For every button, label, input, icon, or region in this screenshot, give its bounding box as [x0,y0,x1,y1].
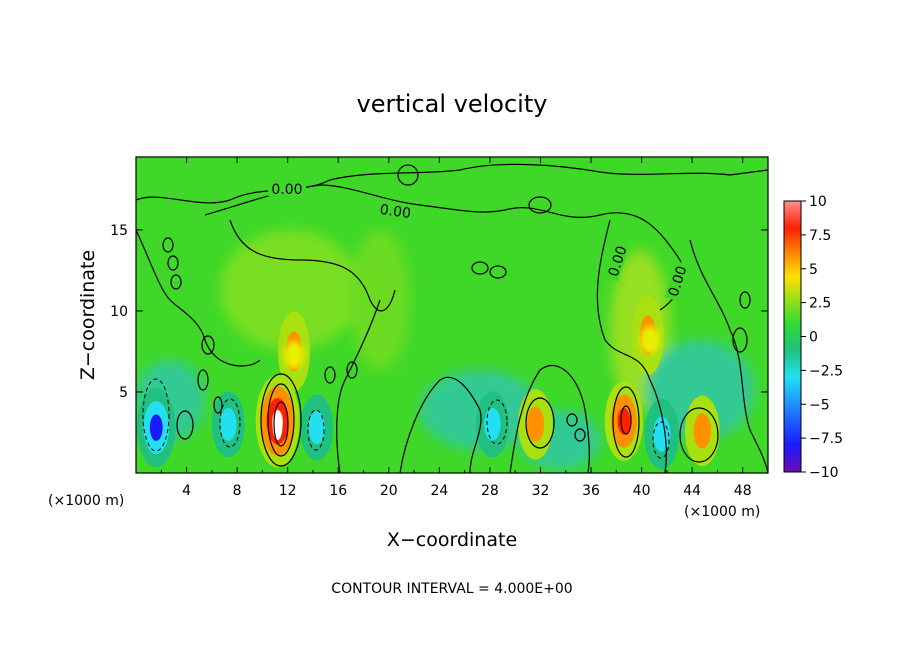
x-tick-label: 12 [279,483,297,499]
x-tick-label: 44 [683,483,701,499]
colorbar-tick-label: 2.5 [809,296,831,312]
x-tick-label: 28 [481,483,499,499]
contour-label-bg [604,240,630,282]
colorbar [783,200,802,473]
x-tick-label: 48 [734,483,752,499]
chart-title: vertical velocity [357,90,548,118]
colorbar-ticks: 10 7.5 5 2.5 0 −2.5 −5 −7.5 −10 [801,194,843,481]
contour-label-bg [268,182,306,196]
y-tick-label: 15 [110,223,128,239]
colorbar-tick-label: 0 [809,330,818,346]
x-ticks: 4 8 12 16 20 24 28 32 36 40 44 48 [160,157,752,499]
x-axis-label: X−coordinate [387,529,517,551]
contour-interval-note: CONTOUR INTERVAL = 4.000E+00 [331,581,572,597]
field-level [617,407,631,435]
negative-contours [142,378,670,459]
field-feature-downdraft [137,388,176,468]
contour-label: 0.00 [379,202,412,222]
field-level [308,411,326,445]
y-ticks: 5 10 15 [110,223,768,401]
plot-frame [135,156,769,474]
x-tick-label: 40 [633,483,651,499]
field-feature-downdraft [211,391,245,458]
field-level [149,414,163,441]
contour-label: 0.00 [271,182,302,198]
field-level [220,407,237,441]
x-unit-left: (×1000 m) [48,493,124,509]
colorbar-tick-label: −2.5 [809,363,843,379]
x-tick-label: 20 [380,483,398,499]
contour-lines [136,163,768,473]
x-tick-label: 36 [582,483,600,499]
y-tick-label: 10 [110,304,128,320]
field-feature-updraft [518,389,553,460]
y-tick-label: 5 [119,385,128,401]
field-feature-updraft [604,381,644,461]
field-feature-updraft [684,395,720,467]
field-level [693,413,711,449]
x-tick-label: 4 [182,483,191,499]
colorbar-tick-label: −5 [809,397,830,413]
x-tick-label: 24 [430,483,448,499]
field-level [484,407,501,441]
contour-label-bg [664,260,690,302]
x-unit-right: (×1000 m) [684,504,760,520]
field-feature-downdraft [300,394,334,461]
colorbar-tick-label: 7.5 [809,228,831,244]
colorbar-tick-label: −10 [809,465,839,481]
colorbar-tick-label: 10 [809,194,827,210]
colorbar-tick-label: −7.5 [809,431,843,447]
x-tick-label: 8 [233,483,242,499]
x-tick-label: 16 [329,483,347,499]
field-feature-downdraft [475,391,509,458]
x-tick-label: 32 [532,483,550,499]
contour-label-bg [375,201,416,221]
colorbar-tick-label: 5 [809,262,818,278]
field-feature-downdraft [644,398,680,470]
velocity-field: 0.000.000.000.00 [136,157,768,473]
y-axis-label: Z−coordinate [77,250,99,380]
field-level [526,406,545,442]
